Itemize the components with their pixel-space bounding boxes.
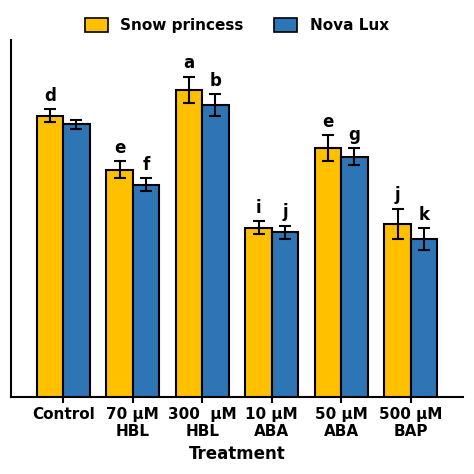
Text: e: e bbox=[114, 139, 125, 157]
Bar bbox=[176, 90, 202, 397]
Bar bbox=[315, 148, 341, 397]
Legend: Snow princess, Nova Lux: Snow princess, Nova Lux bbox=[79, 12, 395, 39]
Bar bbox=[341, 157, 368, 397]
Bar bbox=[106, 170, 133, 397]
Text: k: k bbox=[419, 206, 429, 224]
Bar bbox=[133, 185, 159, 397]
Bar bbox=[63, 124, 90, 397]
Bar bbox=[37, 116, 63, 397]
X-axis label: Treatment: Treatment bbox=[189, 445, 285, 463]
Bar bbox=[202, 105, 228, 397]
Bar bbox=[384, 224, 411, 397]
Text: e: e bbox=[322, 113, 334, 131]
Text: d: d bbox=[44, 87, 56, 105]
Bar bbox=[246, 228, 272, 397]
Text: j: j bbox=[282, 203, 288, 221]
Bar bbox=[272, 232, 298, 397]
Text: j: j bbox=[395, 186, 401, 204]
Text: f: f bbox=[142, 156, 150, 174]
Text: i: i bbox=[256, 199, 261, 217]
Bar bbox=[411, 239, 437, 397]
Text: b: b bbox=[210, 72, 221, 90]
Text: a: a bbox=[183, 55, 195, 73]
Text: g: g bbox=[348, 126, 360, 144]
